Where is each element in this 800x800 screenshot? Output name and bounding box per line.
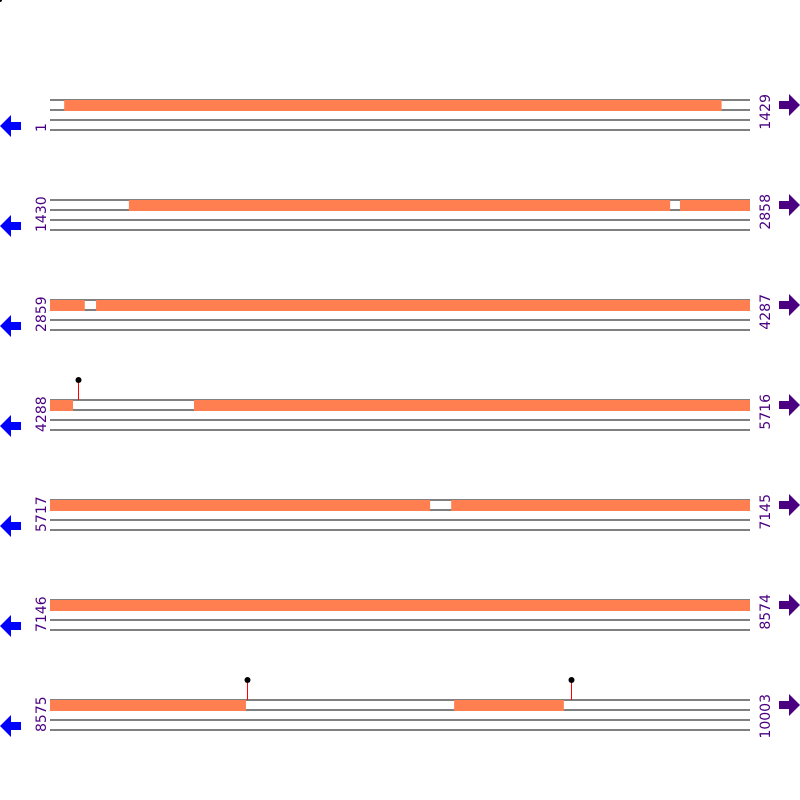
sequence-row: 7146 8574 [0, 594, 800, 637]
arrow-left-icon[interactable] [0, 615, 21, 637]
end-label: 10003 [758, 694, 774, 739]
feature-segment [50, 700, 246, 711]
feature-segment [50, 400, 74, 411]
end-label: 5716 [758, 394, 774, 430]
end-label: 2858 [758, 194, 774, 230]
corner-dot [0, 0, 2, 2]
arrow-right-icon[interactable] [779, 194, 800, 216]
arrow-right-icon[interactable] [779, 94, 800, 116]
feature-segment [50, 300, 85, 311]
feature-segment [194, 400, 751, 411]
arrow-right-icon[interactable] [779, 394, 800, 416]
arrow-left-icon[interactable] [0, 715, 21, 737]
lollipop-head [244, 677, 251, 683]
sequence-row: 1 1429 [0, 94, 800, 137]
end-label: 7145 [758, 494, 774, 530]
feature-segment [50, 500, 431, 511]
sequence-row: 5717 7145 [0, 494, 800, 537]
arrow-left-icon[interactable] [0, 315, 21, 337]
start-label: 1430 [34, 196, 50, 232]
end-label: 1429 [758, 94, 774, 130]
feature-segment [64, 100, 722, 111]
arrow-left-icon[interactable] [0, 115, 21, 137]
start-label: 2859 [34, 296, 50, 332]
start-label: 7146 [34, 596, 50, 632]
arrow-left-icon[interactable] [0, 415, 21, 437]
arrow-left-icon[interactable] [0, 215, 21, 237]
start-label: 8575 [34, 696, 50, 732]
start-label: 5717 [34, 496, 50, 532]
sequence-row: 8575 10003 [0, 677, 800, 739]
start-label: 1 [34, 123, 50, 132]
start-label: 4288 [34, 396, 50, 432]
feature-segment [451, 500, 750, 511]
arrow-right-icon[interactable] [779, 694, 800, 716]
sequence-row: 4288 5716 [0, 377, 800, 437]
arrow-right-icon[interactable] [779, 494, 800, 516]
end-label: 8574 [758, 594, 774, 630]
lollipop-head [568, 677, 575, 683]
feature-segment [96, 300, 750, 311]
feature-segment [50, 600, 750, 611]
feature-segment [128, 200, 671, 211]
arrow-right-icon[interactable] [779, 594, 800, 616]
sequence-row: 2859 4287 [0, 294, 800, 337]
arrow-right-icon[interactable] [779, 294, 800, 316]
end-label: 4287 [758, 294, 774, 330]
lollipop-head [75, 377, 82, 383]
arrow-left-icon[interactable] [0, 515, 21, 537]
feature-segment [454, 700, 564, 711]
sequence-row: 1430 2858 [0, 194, 800, 237]
feature-segment [679, 200, 750, 211]
